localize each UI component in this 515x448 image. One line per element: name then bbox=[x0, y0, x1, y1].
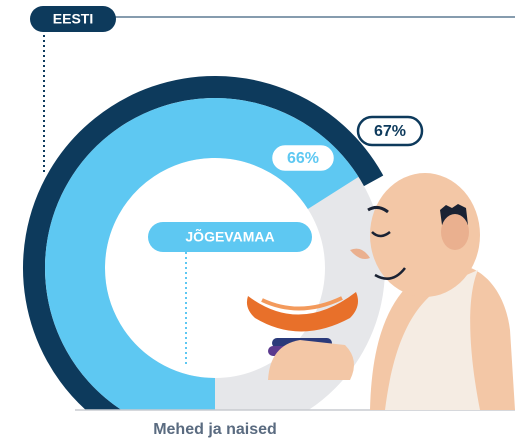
rings bbox=[23, 76, 385, 410]
header-pill bbox=[30, 6, 116, 32]
ring-arc bbox=[23, 76, 384, 410]
illustration bbox=[246, 173, 515, 410]
x-label: Mehed ja naised bbox=[153, 421, 277, 438]
eye bbox=[371, 230, 391, 238]
mouth bbox=[374, 267, 406, 280]
series-pill bbox=[148, 222, 312, 252]
hand bbox=[268, 340, 354, 380]
series-name: EESTI bbox=[53, 11, 93, 27]
sausage-shine bbox=[261, 296, 343, 311]
ring-arc bbox=[45, 98, 359, 410]
ear bbox=[441, 214, 469, 250]
value-label: 66% bbox=[287, 150, 319, 167]
value-label: 67% bbox=[374, 123, 406, 140]
nose bbox=[350, 248, 370, 259]
head bbox=[370, 173, 480, 297]
brow bbox=[367, 205, 389, 214]
series-name: JÕGEVAMAA bbox=[185, 228, 274, 245]
value-pill bbox=[269, 142, 337, 174]
value-pill bbox=[356, 115, 424, 147]
shirt bbox=[385, 270, 480, 410]
sausage bbox=[246, 292, 358, 332]
